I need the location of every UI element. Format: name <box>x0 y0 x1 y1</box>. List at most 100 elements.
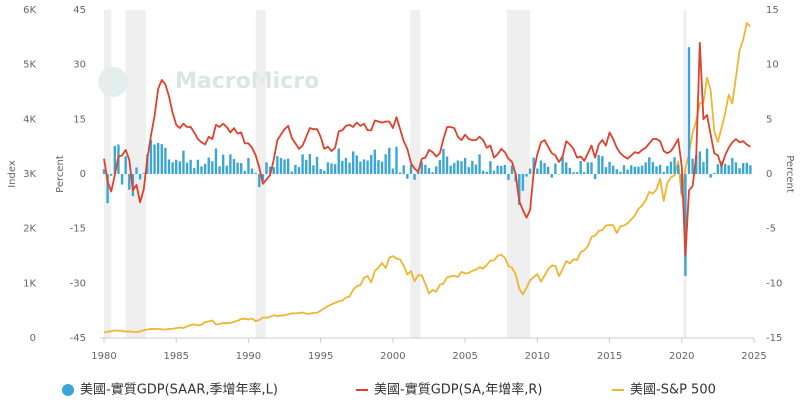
bar <box>460 161 463 174</box>
bar <box>601 156 604 174</box>
bar <box>561 156 564 174</box>
bar <box>698 151 702 174</box>
bar <box>449 165 452 174</box>
bar <box>445 156 449 174</box>
y2-tick-label: 5 <box>766 114 772 125</box>
bar <box>326 162 330 174</box>
bar <box>720 161 723 174</box>
bar <box>503 164 507 174</box>
x-tick-label: 1995 <box>308 351 333 362</box>
bar <box>691 158 694 174</box>
bar <box>193 168 196 174</box>
bar <box>142 173 145 174</box>
bar <box>633 166 637 174</box>
bar <box>373 149 377 174</box>
bar <box>362 159 366 174</box>
bar <box>333 164 337 174</box>
bar <box>294 164 297 174</box>
y2-tick-label: 0 <box>766 169 772 180</box>
bar <box>341 160 344 174</box>
bar <box>305 159 308 174</box>
line <box>103 22 752 334</box>
bar <box>196 159 200 174</box>
bar <box>175 159 178 174</box>
x-tick-label: 2005 <box>452 351 477 362</box>
bar <box>395 146 398 174</box>
bar <box>236 162 239 174</box>
bar <box>380 161 384 174</box>
bar <box>286 158 290 174</box>
bar <box>319 168 322 174</box>
watermark-logo <box>98 67 128 97</box>
bar <box>568 167 572 174</box>
bar <box>135 167 138 174</box>
bar <box>398 172 402 174</box>
y-tick-label: 0 <box>80 169 86 180</box>
bar <box>705 148 709 174</box>
x-tick-label: 2000 <box>380 351 405 362</box>
bar <box>528 168 532 174</box>
bar <box>312 165 315 174</box>
y2-tick-label: -10 <box>766 278 782 289</box>
bar <box>713 172 716 174</box>
bar <box>113 145 117 174</box>
bar <box>182 150 185 174</box>
bar <box>102 169 106 174</box>
bar <box>211 161 214 174</box>
bar <box>207 157 210 174</box>
y2-tick-label: 15 <box>766 5 779 16</box>
bar <box>424 164 427 174</box>
x-tick-label: 1990 <box>236 351 261 362</box>
bar <box>648 157 651 174</box>
bar <box>431 172 434 174</box>
y3-tick-label: 5K <box>23 60 36 71</box>
bar <box>359 161 362 174</box>
bar <box>167 159 171 174</box>
bar <box>391 168 395 174</box>
bar <box>402 165 405 174</box>
y-tick-label: -30 <box>70 278 86 289</box>
bar <box>301 154 304 174</box>
bar <box>258 174 261 188</box>
y3-axis-label: Index <box>7 160 18 188</box>
bar <box>536 168 539 174</box>
bar <box>156 143 160 174</box>
bar <box>702 161 705 174</box>
bar <box>615 169 618 174</box>
bar <box>106 174 109 204</box>
bar <box>687 47 691 174</box>
bar <box>543 163 546 174</box>
bar <box>695 155 698 174</box>
bar <box>467 167 470 174</box>
y-tick-label: 45 <box>73 5 86 16</box>
bar <box>214 148 218 174</box>
bar <box>261 174 265 181</box>
legend-label: 美國-實質GDP(SAAR,季增年率,L) <box>80 382 278 398</box>
bar <box>348 162 351 174</box>
bar <box>171 162 174 174</box>
bar <box>283 159 286 174</box>
y2-tick-label: -5 <box>766 224 776 235</box>
bar <box>268 166 272 174</box>
bar <box>315 156 319 174</box>
bar <box>243 171 247 174</box>
bar <box>330 163 333 174</box>
bar <box>225 165 228 174</box>
bar <box>518 174 521 205</box>
bar <box>138 174 142 180</box>
bar <box>630 165 633 174</box>
x-tick-label: 2025 <box>741 351 766 362</box>
bar <box>619 171 622 174</box>
bar <box>662 171 665 174</box>
bar <box>723 163 727 174</box>
bar <box>586 162 590 174</box>
bar <box>611 165 615 174</box>
bar <box>297 167 301 174</box>
bar <box>593 174 597 180</box>
bar <box>727 165 730 174</box>
bar <box>669 161 673 174</box>
bar <box>189 159 192 174</box>
bar <box>149 139 153 174</box>
bar <box>128 174 131 190</box>
bar <box>290 171 293 174</box>
